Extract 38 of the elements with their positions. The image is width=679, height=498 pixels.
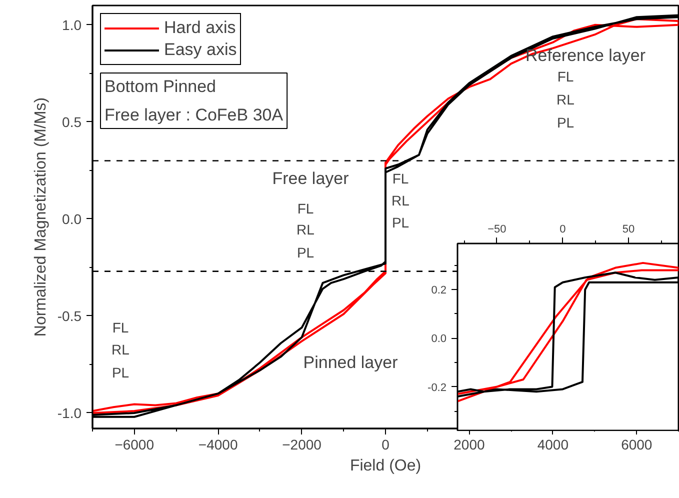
x-tick-label: −2000 (282, 436, 322, 452)
annotation: FL (112, 320, 129, 336)
y-tick-label: 0.5 (62, 114, 82, 130)
y-tick-label: 0.2 (431, 284, 447, 297)
annotation: PL (296, 244, 314, 260)
x-tick-label: 6000 (621, 436, 652, 452)
x-tick-label: 0 (382, 436, 390, 452)
annotation: RL (112, 342, 130, 358)
annotation: Bottom Pinned Free layer : CoFeB 30A (104, 77, 284, 124)
annotation: Reference layer (526, 46, 646, 65)
y-tick-label: -0.5 (57, 308, 82, 324)
annotation: RL (296, 222, 315, 238)
y-axis-title: Normalized Magnetization (M/Ms) (32, 97, 50, 337)
annotation: RL (392, 192, 410, 208)
x-tick-label: −50 (488, 224, 506, 236)
annotation: Pinned layer (303, 353, 398, 372)
annotation: PL (556, 114, 574, 130)
annotation: FL (297, 200, 314, 216)
annotation: PL (112, 364, 130, 380)
annotation: FL (392, 170, 409, 186)
y-tick-label: -0.2 (428, 382, 447, 394)
annotation: Free layer (272, 169, 350, 188)
y-tick-label: 0.0 (62, 210, 82, 227)
y-tick-label: 1.0 (62, 16, 82, 33)
annotation: RL (556, 92, 575, 108)
x-tick-label: 4000 (537, 436, 569, 452)
x-tick-label: 50 (622, 224, 635, 236)
y-tick-label: -1.0 (57, 404, 82, 421)
legend-label: Easy axis (164, 39, 237, 61)
x-tick-label: −6000 (114, 436, 154, 452)
legend-label: Hard axis (164, 17, 236, 39)
x-axis-title: Field (Oe) (350, 458, 422, 474)
x-tick-label: −4000 (198, 436, 238, 452)
annotation: PL (392, 214, 410, 230)
x-tick-label: 0 (560, 224, 566, 236)
y-tick-label: 0.0 (431, 333, 447, 346)
annotation: FL (557, 68, 574, 84)
x-tick-label: 2000 (454, 436, 485, 452)
